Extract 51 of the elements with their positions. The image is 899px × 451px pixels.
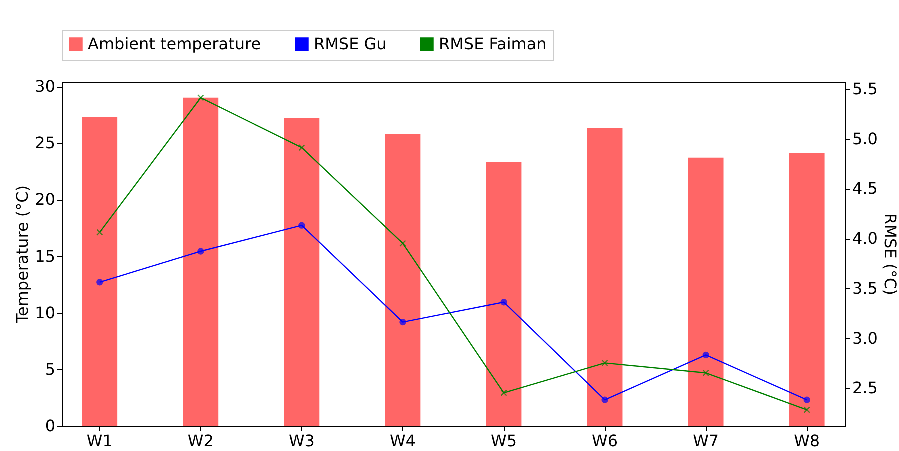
y-tick-label: 20 [35, 190, 56, 210]
y2-tick-label: 5.5 [852, 79, 878, 98]
bar [284, 118, 320, 426]
y-axis-title: Temperature (°C) [13, 185, 32, 325]
y2-axis-title: RMSE (°C) [880, 214, 899, 296]
y2-tick-label: 5.0 [852, 129, 878, 148]
point [500, 299, 508, 306]
point [400, 240, 406, 247]
x-tick-label: W8 [794, 432, 820, 450]
point [198, 94, 204, 102]
y-tick-label: 15 [35, 246, 56, 266]
point [602, 396, 608, 404]
y-tick-label: 0 [45, 416, 56, 436]
y2-tick-label: 3.0 [852, 328, 878, 348]
bar [688, 158, 724, 426]
y-tick-label: 5 [45, 360, 56, 379]
legend-label: RMSE Gu [314, 34, 387, 54]
bar [385, 134, 421, 426]
point [400, 318, 406, 326]
x-tick-label: W5 [491, 432, 518, 450]
y2-tick-label: 3.5 [852, 278, 878, 298]
point [804, 396, 810, 404]
legend-label: RMSE Faiman [439, 34, 547, 54]
legend-label: Ambient temperature [88, 34, 262, 54]
y-tick-label: 25 [35, 134, 56, 153]
point [500, 390, 508, 396]
bar [82, 117, 118, 426]
point [198, 248, 204, 255]
point [96, 279, 104, 286]
point [702, 370, 710, 376]
y2-tick-label: 4.5 [852, 179, 878, 198]
y-tick-label: 10 [35, 303, 56, 322]
y2-tick-label: 2.5 [852, 378, 878, 398]
x-tick-label: W2 [188, 432, 214, 450]
bar [587, 128, 623, 426]
x-tick-label: W1 [86, 432, 113, 450]
point [804, 406, 810, 414]
bar [486, 162, 522, 426]
bar [183, 98, 219, 426]
x-tick-label: W6 [592, 432, 618, 450]
y-tick-label: 30 [35, 77, 56, 96]
y2-tick-label: 4.0 [852, 229, 878, 248]
bar [789, 153, 825, 426]
point [298, 144, 306, 152]
point [602, 360, 608, 367]
point [96, 229, 104, 236]
x-tick-label: W3 [288, 432, 315, 450]
point [298, 222, 306, 229]
x-tick-label: W4 [390, 432, 416, 450]
x-tick-label: W7 [693, 432, 720, 450]
point [702, 352, 710, 359]
